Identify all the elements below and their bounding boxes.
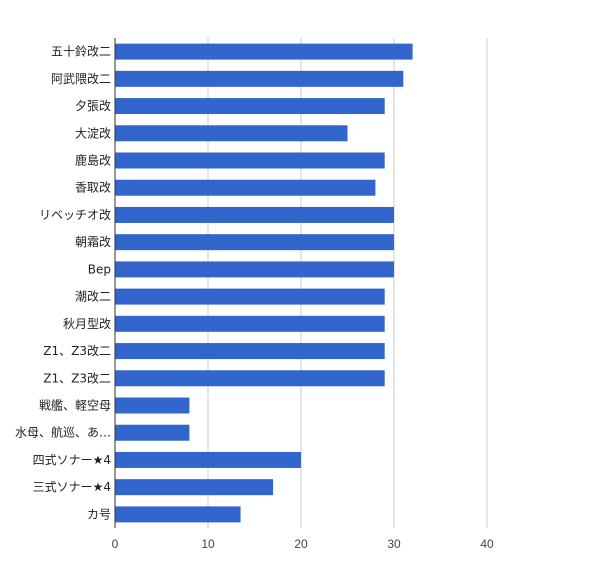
bar (115, 261, 394, 278)
bar (115, 370, 385, 387)
bar (115, 43, 413, 60)
category-label: 五十鈴改二 (51, 44, 111, 59)
bar (115, 288, 385, 305)
bar (115, 125, 348, 142)
x-tick-label: 20 (294, 537, 308, 551)
category-label: 秋月型改 (63, 317, 111, 331)
category-label: リベッチオ改 (39, 208, 111, 222)
bar (115, 152, 385, 169)
category-label: カ号 (87, 507, 111, 521)
category-label: Bep (88, 262, 111, 276)
category-label: 潮改二 (75, 289, 111, 304)
category-label: 水母、航巡、あ… (15, 425, 111, 440)
category-label: 阿武隈改二 (51, 72, 111, 86)
category-label: 夕張改 (75, 99, 111, 113)
bar (115, 451, 301, 468)
bar (115, 343, 385, 360)
category-label: Z1、Z3改二 (43, 371, 111, 385)
gridlines (207, 38, 488, 528)
bar (115, 506, 241, 523)
category-label: 朝霜改 (75, 235, 111, 249)
category-label: 香取改 (75, 181, 111, 195)
x-tick-label: 0 (112, 537, 119, 551)
bar (115, 234, 394, 251)
bar (115, 179, 376, 196)
category-label: 戦艦、軽空母 (39, 399, 111, 413)
category-label: Z1、Z3改二 (43, 344, 111, 358)
category-label: 四式ソナー★4 (33, 453, 111, 467)
category-label: 鹿島改 (75, 153, 111, 168)
bars (115, 43, 413, 523)
x-tick-label: 10 (201, 537, 215, 551)
bar (115, 315, 385, 332)
category-label: 三式ソナー★4 (33, 480, 111, 494)
category-label: 大淀改 (75, 126, 111, 140)
x-tick-label: 40 (480, 537, 494, 551)
bar (115, 98, 385, 115)
bar (115, 424, 190, 441)
bar (115, 397, 190, 414)
bar (115, 206, 394, 223)
bar (115, 479, 274, 496)
x-tick-labels: 0 10 20 30 40 (112, 537, 494, 551)
bar (115, 70, 404, 87)
x-tick-label: 30 (387, 537, 401, 551)
